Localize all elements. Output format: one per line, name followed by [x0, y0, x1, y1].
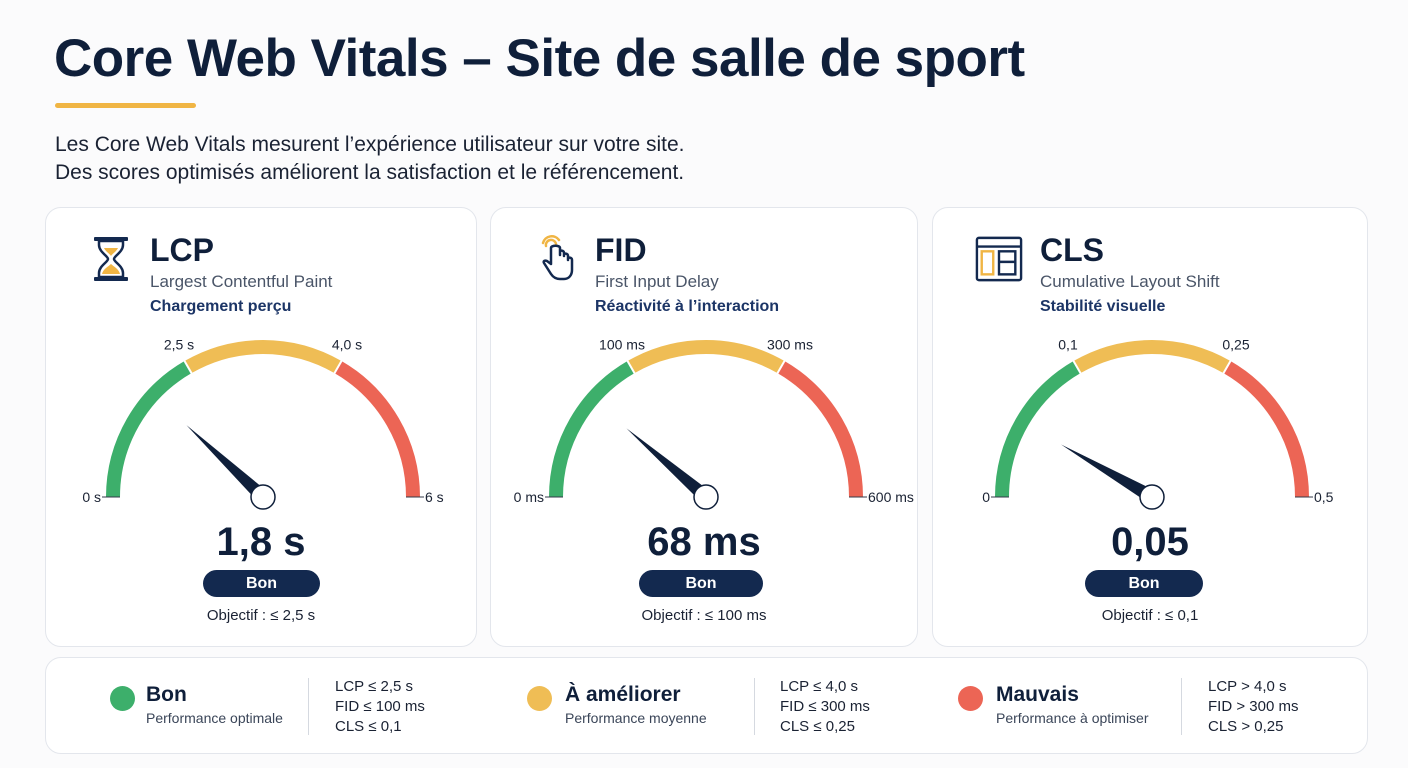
fid-card: FID First Input Delay Réactivité à l’int…: [490, 207, 918, 647]
metric-subtitle: Stabilité visuelle: [1040, 298, 1166, 315]
gauge-segment-poor: [334, 361, 420, 498]
intro-line-2: Des scores optimisés améliorent la satis…: [55, 161, 685, 184]
legend-panel: Bon Performance optimale LCP ≤ 2,5 s FID…: [45, 657, 1368, 754]
gauge-min-label: 0 s: [82, 489, 101, 505]
metric-objective: Objectif : ≤ 2,5 s: [206, 607, 316, 624]
status-badge: Bon: [203, 570, 320, 597]
metric-objective: Objectif : ≤ 0,1: [1101, 607, 1199, 624]
gauge-threshold-mark: [776, 359, 786, 375]
gauge-segment-good: [549, 361, 635, 498]
lcp-card: LCP Largest Contentful Paint Chargement …: [45, 207, 477, 647]
legend-criteria-line: FID ≤ 100 ms: [335, 698, 425, 715]
gauge-min-label: 0 ms: [514, 489, 544, 505]
status-badge: Bon: [1085, 570, 1203, 597]
gauge-hub: [250, 484, 276, 510]
title-underline: [55, 103, 196, 108]
cls-gauge: 0 0,5 0,1 0,25: [982, 337, 1334, 510]
metric-abbr: LCP: [150, 232, 214, 268]
legend-divider: [308, 678, 309, 735]
gauge-threshold-label: 2,5 s: [164, 337, 194, 353]
gauge-needle: [186, 425, 268, 503]
legend-title: Mauvais: [996, 683, 1079, 706]
gauge-max-label: 0,5: [1314, 489, 1334, 505]
gauge-threshold-mark: [626, 359, 636, 375]
cls-card: CLS Cumulative Layout Shift Stabilité vi…: [932, 207, 1368, 647]
gauge-hub: [693, 484, 719, 510]
legend-dot-poor: [958, 686, 983, 711]
gauge-segment-poor: [777, 361, 863, 498]
metric-full-name: First Input Delay: [595, 272, 719, 291]
gauge-threshold-label: 300 ms: [767, 337, 813, 353]
legend-dot-good: [110, 686, 135, 711]
gauge-threshold-mark: [1072, 359, 1082, 375]
gauge-max-label: 6 s: [425, 489, 444, 505]
gauge-threshold-label: 100 ms: [599, 337, 645, 353]
metric-subtitle: Réactivité à l’interaction: [595, 298, 780, 315]
legend-desc: Performance optimale: [146, 710, 283, 726]
intro-text: Les Core Web Vitals mesurent l’expérienc…: [55, 131, 685, 187]
legend-criteria-line: FID > 300 ms: [1208, 698, 1299, 715]
legend-criteria-line: CLS ≤ 0,1: [335, 718, 402, 735]
gauge-segment-improve: [627, 340, 785, 374]
gauge-threshold-mark: [1222, 359, 1232, 375]
gauge-needle: [626, 428, 711, 503]
gauge-threshold-label: 0,25: [1222, 337, 1249, 353]
legend-criteria-line: LCP > 4,0 s: [1208, 678, 1287, 695]
legend-title: À améliorer: [565, 683, 681, 706]
gauge-threshold-label: 4,0 s: [332, 337, 362, 353]
metric-subtitle: Chargement perçu: [150, 298, 292, 315]
legend-criteria-line: FID ≤ 300 ms: [780, 698, 870, 715]
layout-icon: [975, 236, 1023, 282]
legend-criteria-line: LCP ≤ 4,0 s: [780, 678, 858, 695]
legend-criteria-line: CLS ≤ 0,25: [780, 718, 855, 735]
status-badge: Bon: [639, 570, 763, 597]
legend-desc: Performance moyenne: [565, 710, 707, 726]
gauge-segment-improve: [184, 340, 342, 374]
intro-line-1: Les Core Web Vitals mesurent l’expérienc…: [55, 133, 685, 156]
metric-value: 0,05: [1111, 520, 1189, 564]
legend-dot-improve: [527, 686, 552, 711]
gauge-needle: [1061, 444, 1156, 504]
metric-full-name: Largest Contentful Paint: [150, 272, 333, 291]
metric-value: 1,8 s: [216, 520, 306, 564]
pointer-hand-icon: [541, 235, 574, 281]
gauge-min-label: 0: [982, 489, 990, 505]
legend-criteria: LCP > 4,0 s FID > 300 ms CLS > 0,25: [1208, 677, 1298, 737]
metric-abbr: CLS: [1040, 232, 1104, 268]
lcp-gauge: 0 s 6 s 2,5 s 4,0 s: [82, 337, 444, 510]
gauge-segment-improve: [1073, 340, 1231, 374]
gauge-segment-poor: [1223, 361, 1309, 498]
gauge-hub: [1139, 484, 1165, 510]
legend-title: Bon: [146, 683, 187, 706]
gauge-threshold-label: 0,1: [1058, 337, 1078, 353]
legend-criteria-line: CLS > 0,25: [1208, 718, 1284, 735]
metric-objective: Objectif : ≤ 100 ms: [641, 607, 767, 624]
hourglass-icon: [94, 237, 128, 281]
metric-full-name: Cumulative Layout Shift: [1040, 272, 1220, 291]
gauge-segment-good: [106, 361, 192, 498]
metric-abbr: FID: [595, 232, 647, 268]
gauge-max-label: 600 ms: [868, 489, 914, 505]
gauge-threshold-mark: [183, 359, 193, 375]
gauge-segment-good: [995, 361, 1081, 498]
fid-gauge: 0 ms 600 ms 100 ms 300 ms: [514, 337, 914, 510]
legend-desc: Performance à optimiser: [996, 710, 1149, 726]
legend-divider: [754, 678, 755, 735]
legend-divider: [1181, 678, 1182, 735]
legend-criteria: LCP ≤ 2,5 s FID ≤ 100 ms CLS ≤ 0,1: [335, 677, 425, 737]
gauge-threshold-mark: [333, 359, 343, 375]
legend-criteria-line: LCP ≤ 2,5 s: [335, 678, 413, 695]
page-title: Core Web Vitals – Site de salle de sport: [54, 29, 1025, 88]
metric-value: 68 ms: [647, 520, 761, 564]
legend-criteria: LCP ≤ 4,0 s FID ≤ 300 ms CLS ≤ 0,25: [780, 677, 870, 737]
